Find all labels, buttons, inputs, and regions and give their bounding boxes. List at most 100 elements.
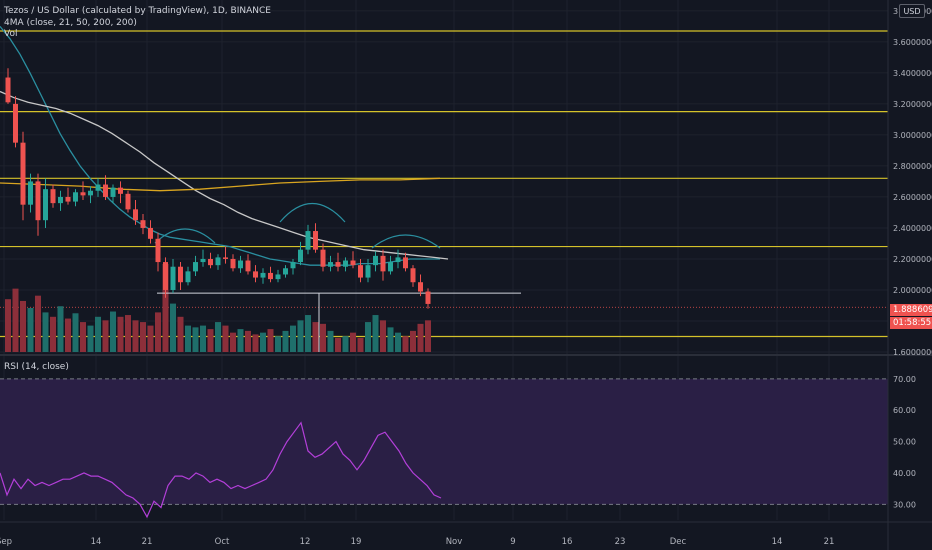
volume-bar xyxy=(87,325,94,352)
candle-body xyxy=(88,190,93,196)
volume-bar xyxy=(20,300,26,352)
volume-bar xyxy=(132,320,139,352)
rsi-line xyxy=(0,378,888,519)
volume-bar xyxy=(147,325,154,352)
price-tick-label: 2.2000000 xyxy=(893,255,932,264)
time-tick-label: 12 xyxy=(300,537,311,547)
candle-body xyxy=(80,192,86,196)
ma200-line xyxy=(0,177,441,192)
time-tick-label: 16 xyxy=(562,537,573,547)
price-tick-label: 1.6000000 xyxy=(893,348,932,357)
volume-bar xyxy=(27,308,34,352)
candle-body xyxy=(65,196,71,202)
volume-bar xyxy=(215,322,221,352)
volume-bar xyxy=(5,299,11,352)
volume-bar xyxy=(327,330,334,352)
volume-bar xyxy=(297,320,304,352)
candle-body xyxy=(73,192,78,202)
time-tick-label: Oct xyxy=(215,537,230,547)
rsi-tick-label: 30.00 xyxy=(893,500,916,509)
candle-body xyxy=(163,262,168,290)
ma50-line xyxy=(0,90,449,260)
candle-body xyxy=(155,238,161,263)
candle-body xyxy=(50,189,56,204)
volume-bar xyxy=(57,306,64,352)
candle-body xyxy=(223,257,228,259)
candle-body xyxy=(28,181,33,205)
volume-bars xyxy=(5,264,431,352)
volume-bar xyxy=(260,332,266,352)
volume-bar xyxy=(312,322,319,352)
candle-body xyxy=(365,265,371,278)
volume-bar xyxy=(410,330,416,352)
volume-legend[interactable]: Vol xyxy=(4,29,18,39)
candle-body xyxy=(335,262,341,267)
volume-bar xyxy=(42,312,49,352)
candle-body xyxy=(208,258,213,266)
volume-bar xyxy=(207,329,214,352)
volume-bar xyxy=(162,264,169,352)
volume-bar xyxy=(245,330,251,352)
volume-bar xyxy=(267,329,274,352)
candle-body xyxy=(245,260,251,272)
volume-bar xyxy=(80,322,86,352)
candle-body xyxy=(298,249,303,263)
symbol-legend[interactable]: Tezos / US Dollar (calculated by Trading… xyxy=(4,6,271,16)
candle-body xyxy=(35,181,41,221)
candle-body xyxy=(58,196,63,204)
candle-body xyxy=(110,187,116,197)
rsi-tick-label: 60.00 xyxy=(893,406,916,415)
volume-bar xyxy=(282,330,289,352)
price-tick-label: 2.0000000 xyxy=(893,286,932,295)
time-tick-label: Sep xyxy=(0,537,12,547)
rsi-tick-label: 70.00 xyxy=(893,375,916,384)
volume-bar xyxy=(185,325,191,352)
ma-legend[interactable]: 4MA (close, 21, 50, 200, 200) xyxy=(4,18,137,28)
candle-body xyxy=(343,260,348,267)
candle-body xyxy=(5,77,11,103)
time-tick-label: Dec xyxy=(670,537,687,547)
candle-body xyxy=(313,231,318,250)
volume-bar xyxy=(372,315,379,352)
time-tick-label: 14 xyxy=(91,537,102,547)
time-tick-label: Nov xyxy=(446,537,463,547)
volume-bar xyxy=(290,325,296,352)
candle-body xyxy=(260,272,266,278)
candle-body xyxy=(328,262,333,267)
candle-body xyxy=(140,220,146,228)
volume-bar xyxy=(320,323,326,352)
rsi-legend[interactable]: RSI (14, close) xyxy=(4,362,69,372)
candle-body xyxy=(95,184,101,191)
volume-bar xyxy=(50,316,56,352)
volume-bar xyxy=(140,322,146,352)
candle-body xyxy=(103,184,108,197)
time-tick-label: 9 xyxy=(510,537,515,547)
rsi-band xyxy=(0,378,888,505)
pattern-drawings[interactable] xyxy=(154,202,521,353)
price-tick-label: 3.6000000 xyxy=(893,38,932,47)
currency-button[interactable]: USD xyxy=(899,4,925,18)
volume-bar xyxy=(170,303,176,352)
candles xyxy=(5,68,431,309)
bar-countdown-tag: 01:58:55 xyxy=(890,317,932,329)
volume-bar xyxy=(110,311,116,352)
candle-body xyxy=(170,266,176,290)
candle-body xyxy=(178,266,183,283)
candle-body xyxy=(43,189,48,221)
candle-body xyxy=(380,255,386,272)
volume-bar xyxy=(402,336,409,352)
volume-bar xyxy=(177,316,184,352)
volume-bar xyxy=(425,320,431,352)
rsi-tick-label: 50.00 xyxy=(893,438,916,447)
price-tick-label: 2.6000000 xyxy=(893,193,932,202)
candle-body xyxy=(230,258,236,269)
time-tick-label: 23 xyxy=(615,537,626,547)
candle-body xyxy=(395,257,401,263)
moving-averages xyxy=(0,25,449,266)
volume-bar xyxy=(395,332,401,352)
candle-body xyxy=(418,282,423,292)
volume-bar xyxy=(95,316,101,352)
price-tick-label: 3.4000000 xyxy=(893,69,932,78)
candle-body xyxy=(305,231,311,250)
